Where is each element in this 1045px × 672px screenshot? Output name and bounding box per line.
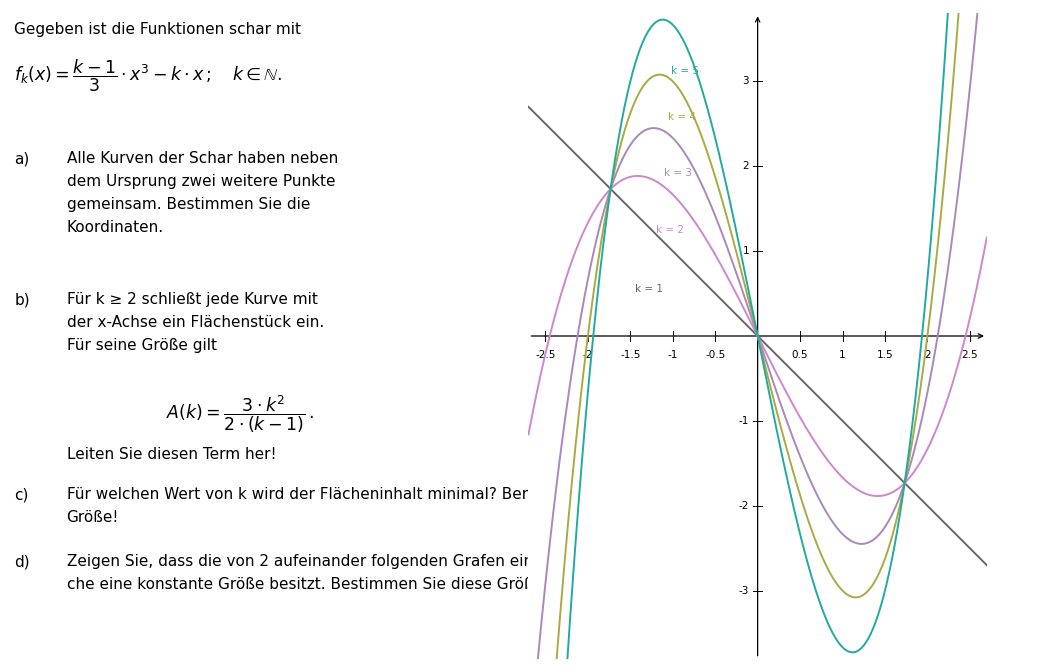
Text: -1: -1 xyxy=(668,349,678,360)
Text: 0.5: 0.5 xyxy=(792,349,809,360)
Text: k = 2: k = 2 xyxy=(656,225,683,235)
Text: a): a) xyxy=(15,151,29,166)
Text: 1: 1 xyxy=(839,349,845,360)
Text: k = 1: k = 1 xyxy=(634,284,663,294)
Text: $A(k) = \dfrac{3 \cdot k^2}{2 \cdot (k-1)}\,.$: $A(k) = \dfrac{3 \cdot k^2}{2 \cdot (k-1… xyxy=(166,393,315,435)
Text: c): c) xyxy=(15,487,28,502)
Text: $f_k(x) = \dfrac{k-1}{3} \cdot x^3 - k \cdot x\,;\quad k \in \mathbb{N}.$: $f_k(x) = \dfrac{k-1}{3} \cdot x^3 - k \… xyxy=(15,57,282,93)
Text: 2: 2 xyxy=(924,349,931,360)
Text: k = 5: k = 5 xyxy=(671,66,699,76)
Text: b): b) xyxy=(15,292,30,307)
Text: -3: -3 xyxy=(739,586,749,595)
Text: Zeigen Sie, dass die von 2 aufeinander folgenden Grafen eingeschlossene Flä-
che: Zeigen Sie, dass die von 2 aufeinander f… xyxy=(67,554,669,592)
Text: 2: 2 xyxy=(743,161,749,171)
Text: -2: -2 xyxy=(739,501,749,511)
Text: Leiten Sie diesen Term her!: Leiten Sie diesen Term her! xyxy=(67,447,276,462)
Text: Alle Kurven der Schar haben neben
dem Ursprung zwei weitere Punkte
gemeinsam. Be: Alle Kurven der Schar haben neben dem Ur… xyxy=(67,151,338,235)
Text: 1.5: 1.5 xyxy=(877,349,893,360)
Text: -1: -1 xyxy=(739,416,749,426)
Text: Für welchen Wert von k wird der Flächeninhalt minimal? Berechnen Sie seine
Größe: Für welchen Wert von k wird der Flächeni… xyxy=(67,487,657,525)
Text: 2.5: 2.5 xyxy=(961,349,978,360)
Text: k = 4: k = 4 xyxy=(669,112,697,122)
Text: d): d) xyxy=(15,554,30,569)
Text: -2.5: -2.5 xyxy=(535,349,556,360)
Text: -0.5: -0.5 xyxy=(705,349,725,360)
Text: Gegeben ist die Funktionen schar mit: Gegeben ist die Funktionen schar mit xyxy=(15,22,301,36)
Text: Für k ≥ 2 schließt jede Kurve mit
der x-Achse ein Flächenstück ein.
Für seine Gr: Für k ≥ 2 schließt jede Kurve mit der x-… xyxy=(67,292,324,353)
Text: k = 3: k = 3 xyxy=(665,168,692,178)
Text: 3: 3 xyxy=(743,77,749,86)
Text: -2: -2 xyxy=(583,349,594,360)
Text: 1: 1 xyxy=(743,246,749,256)
Text: -1.5: -1.5 xyxy=(620,349,641,360)
